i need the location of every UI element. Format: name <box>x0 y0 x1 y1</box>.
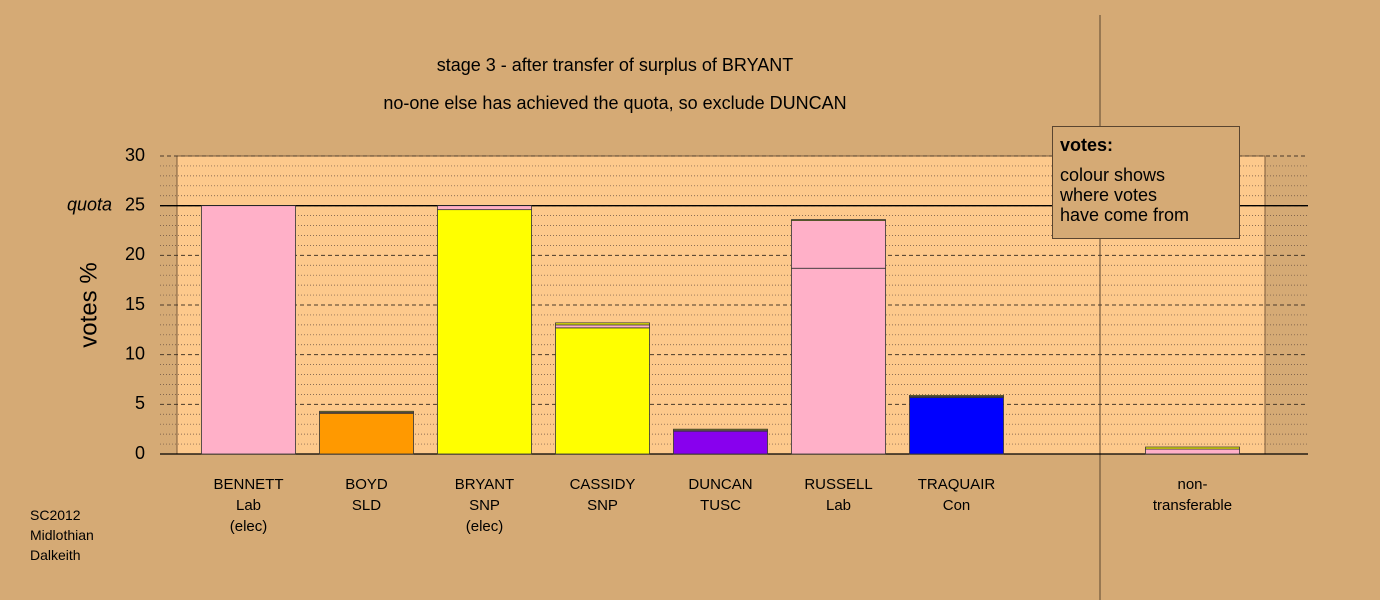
bar-segment <box>437 205 532 211</box>
bar-segment <box>909 396 1004 455</box>
chart-title: stage 3 - after transfer of surplus of B… <box>437 55 793 75</box>
bar-segment <box>437 209 532 455</box>
bar-segment <box>555 327 650 455</box>
bar-segment <box>791 267 886 455</box>
quota-label: quota <box>67 194 112 214</box>
y-tick-label: 20 <box>125 244 145 264</box>
x-tick-label: non- transferable <box>1152 476 1233 514</box>
bar-segment <box>909 394 1004 397</box>
bar-segment <box>1145 448 1240 455</box>
x-tick-label: BRYANT SNP (elec) <box>454 476 515 535</box>
y-tick-label: 25 <box>125 194 145 214</box>
bar-segment <box>555 324 650 329</box>
y-tick-label: 10 <box>125 343 145 363</box>
footnote: SC2012 Midlothian Dalkeith <box>30 507 94 563</box>
y-tick-label: 30 <box>125 145 145 165</box>
x-tick-label: CASSIDY SNP <box>569 476 636 514</box>
legend-text: colour shows where votes have come from <box>1060 165 1190 225</box>
y-axis-label: votes % <box>75 262 102 347</box>
legend: votes: colour shows where votes have com… <box>1052 126 1240 239</box>
bar-segment <box>319 412 414 455</box>
bar-segment <box>201 205 296 455</box>
bar-segment <box>791 220 886 269</box>
bar-segment <box>673 430 768 455</box>
x-tick-label: RUSSELL Lab <box>804 476 873 514</box>
chart-subtitle: no-one else has achieved the quota, so e… <box>383 93 846 113</box>
bar-segment <box>791 219 886 221</box>
bar-segment <box>319 410 414 413</box>
x-tick-label: BOYD SLD <box>345 476 388 514</box>
y-tick-label: 5 <box>135 393 145 413</box>
bar-segment <box>673 428 768 431</box>
y-tick-label: 0 <box>135 443 145 463</box>
x-tick-label: TRAQUAIR Con <box>917 476 996 514</box>
legend-title: votes: <box>1060 135 1114 155</box>
x-tick-label: BENNETT Lab (elec) <box>213 476 284 535</box>
x-tick-label: DUNCAN TUSC <box>688 476 753 514</box>
y-tick-label: 15 <box>125 294 145 314</box>
bar-segment <box>555 322 650 326</box>
bar-segment <box>1145 446 1240 450</box>
